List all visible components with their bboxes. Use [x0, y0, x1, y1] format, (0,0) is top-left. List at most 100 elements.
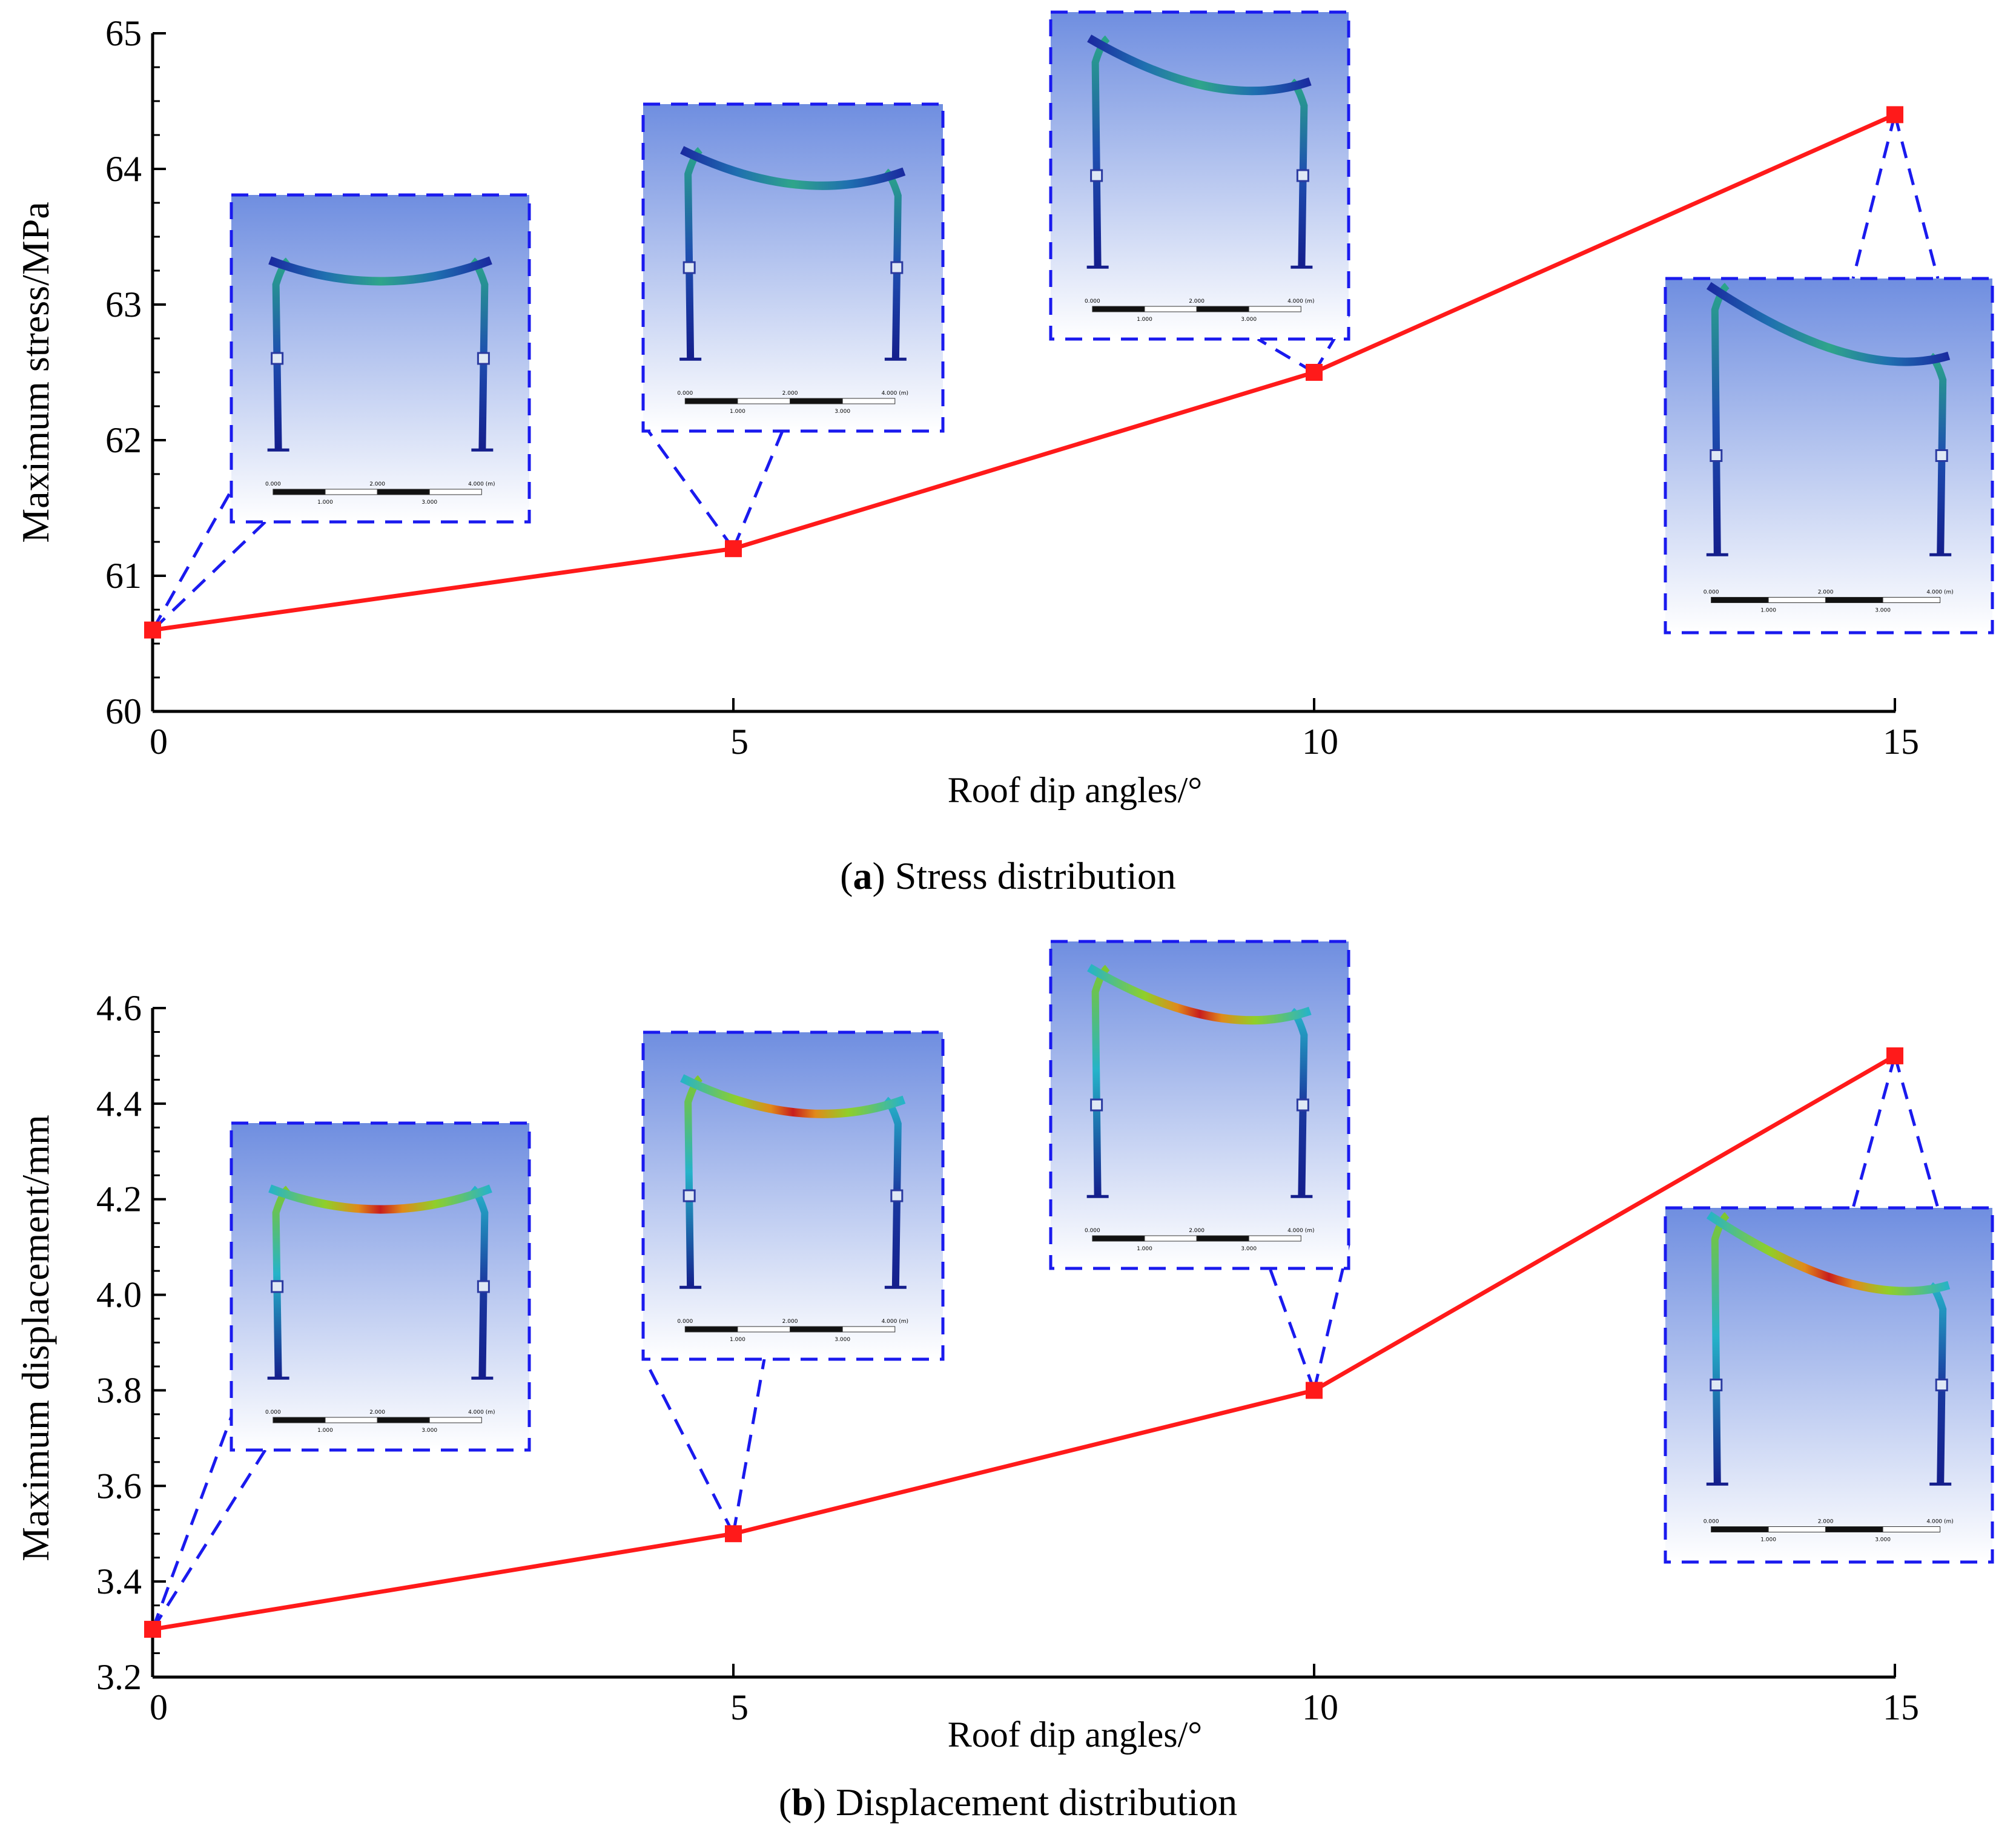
- inset-frame: [230, 1121, 531, 1452]
- joint: [1935, 1379, 1948, 1391]
- y-tick-label: 63: [105, 285, 142, 325]
- x-tick-label: 15: [1883, 722, 1919, 762]
- scale-bar-label: 1.000: [317, 1428, 333, 1434]
- caption-b-text: Displacement distribution: [836, 1781, 1238, 1824]
- fem-inset-displacement-10: 0.000 1.000 2.000 3.000 4.000 (m): [1049, 940, 1350, 1270]
- scale-bar-label: 4.000 (m): [882, 391, 908, 397]
- y-tick-label: 64: [105, 149, 142, 189]
- roof-beam: [1087, 35, 1312, 96]
- scale-bar-segment: [842, 1326, 896, 1333]
- y-tick-label: 62: [105, 420, 142, 460]
- scale-bar-label: 2.000: [1189, 1228, 1205, 1234]
- roof-beam: [1706, 1211, 1951, 1296]
- data-point: [144, 1621, 161, 1638]
- left-column: [272, 1185, 291, 1379]
- scale-bar-segment: [790, 398, 843, 404]
- x-ticks: 0 5 10 15: [150, 698, 1919, 762]
- scale-bar-label: 2.000: [1818, 1519, 1834, 1525]
- scale-bar-label: 4.000 (m): [468, 481, 495, 487]
- data-point: [1306, 1382, 1323, 1399]
- fem-inset-stress-10: 0.000 1.000 2.000 3.000 4.000 (m): [1049, 10, 1350, 341]
- scale-bar-segment: [790, 1326, 843, 1333]
- x-tick-label: 5: [730, 1687, 749, 1727]
- series-line-stress: [152, 113, 1896, 633]
- scale-bar-label: 4.000 (m): [1926, 1519, 1953, 1525]
- scale-bar-label: 3.000: [1241, 317, 1257, 323]
- callout-line: [641, 423, 735, 550]
- callout-line: [641, 1355, 735, 1535]
- scale-bar-segment: [1882, 1526, 1941, 1532]
- scale-bar-segment: [273, 489, 326, 495]
- fem-inset-stress-15: 0.000 1.000 2.000 3.000 4.000 (m): [1664, 277, 1994, 635]
- x-ticks: 0 5 10 15: [150, 1664, 1919, 1727]
- x-tick-label: 0: [150, 722, 168, 762]
- inset-frame: [1664, 1206, 1994, 1564]
- scale-bar-label: 0.000: [1704, 1519, 1719, 1525]
- joint: [1090, 1098, 1103, 1112]
- caption-a-text: Stress distribution: [894, 854, 1176, 897]
- y-tick-label: 4.2: [96, 1179, 142, 1219]
- scale-bar-label: 3.000: [1875, 608, 1891, 614]
- scale-bar-label: 0.000: [677, 1319, 693, 1325]
- scale-bar-segment: [325, 1417, 378, 1423]
- scale-bar-label: 0.000: [1704, 590, 1719, 596]
- scale-bar-segment: [1825, 1526, 1883, 1532]
- roof-beam: [680, 1074, 906, 1118]
- scale-bar-label: 0.000: [677, 391, 693, 397]
- joint: [477, 352, 490, 365]
- joint: [271, 352, 284, 365]
- x-tick-label: 10: [1302, 1687, 1338, 1727]
- scale-bar-segment: [325, 489, 378, 495]
- scale-bar-label: 0.000: [265, 1409, 281, 1416]
- y-tick-label: 3.6: [96, 1466, 142, 1506]
- callout-line: [1268, 1268, 1316, 1391]
- y-axis-label: Maximum stress/MPa: [14, 202, 57, 543]
- y-tick-label: 60: [105, 691, 142, 731]
- x-tick-label: 10: [1302, 722, 1338, 762]
- fem-inset-stress-0: 0.000 1.000 2.000 3.000 4.000 (m): [230, 193, 531, 524]
- joint: [1296, 1098, 1309, 1112]
- y-tick-label: 4.0: [96, 1275, 142, 1315]
- markers: [144, 1047, 1903, 1638]
- scale-bar-segment: [684, 1326, 738, 1333]
- scale-bar-segment: [1144, 1235, 1197, 1242]
- scale-bar-label: 2.000: [782, 1319, 798, 1325]
- callout-line: [732, 430, 784, 550]
- scale-bar-label: 3.000: [1241, 1246, 1257, 1252]
- y-tick-label: 3.2: [96, 1657, 142, 1697]
- scale-bar-segment: [1092, 306, 1145, 312]
- data-point: [725, 1525, 742, 1543]
- scale-bar-segment: [273, 1417, 326, 1423]
- callout-line: [151, 521, 266, 631]
- inset-frame: [1049, 940, 1350, 1270]
- scale-bar-segment: [1882, 597, 1941, 603]
- y-tick-label: 3.4: [96, 1561, 142, 1601]
- scale-bar-label: 3.000: [834, 1337, 850, 1343]
- x-axis-label: Roof dip angles/°: [948, 770, 1203, 810]
- scale-bar-segment: [1768, 597, 1826, 603]
- scale-bar-label: 4.000 (m): [468, 1409, 495, 1416]
- left-column: [272, 257, 291, 450]
- callout-line: [151, 1416, 233, 1630]
- scale-bar-segment: [1768, 1526, 1826, 1532]
- scale-bar-label: 1.000: [1760, 1537, 1776, 1543]
- joint: [1710, 449, 1723, 462]
- caption-b-letter: b: [792, 1781, 813, 1824]
- callout-line: [732, 1359, 766, 1534]
- data-point: [725, 540, 742, 558]
- scale-bar-label: 2.000: [782, 391, 798, 397]
- callout-line: [1893, 114, 1940, 279]
- y-tick-label: 4.6: [96, 988, 142, 1028]
- scale-bar-segment: [684, 398, 738, 404]
- joint: [890, 261, 904, 274]
- joint: [682, 1189, 696, 1202]
- callout-line: [1851, 114, 1897, 279]
- markers: [144, 106, 1903, 639]
- x-axis-label: Roof dip angles/°: [948, 1715, 1203, 1755]
- displacement-chart: 3.2 3.4 3.6 3.8 4.0 4.2 4.4 4.6 0 5 10 15 0.000 1.0…: [14, 940, 1994, 1755]
- roof-beam: [1706, 282, 1951, 366]
- data-point: [1886, 106, 1903, 124]
- scale-bar-segment: [377, 489, 430, 495]
- scale-bar-segment: [377, 1417, 430, 1423]
